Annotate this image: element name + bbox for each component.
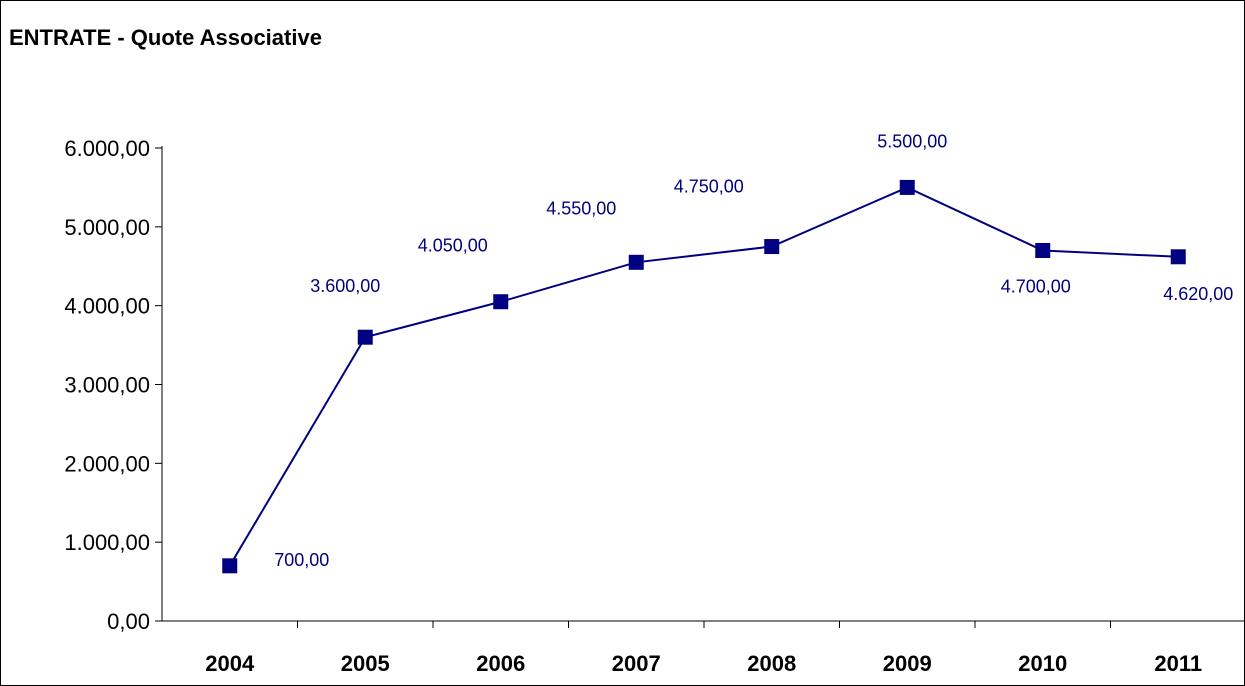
y-tick-label: 5.000,00: [64, 215, 150, 240]
x-tick-label: 2009: [883, 651, 932, 676]
y-tick-label: 0,00: [107, 609, 150, 634]
data-point-marker: [493, 294, 509, 310]
y-tick-label: 6.000,00: [64, 136, 150, 161]
data-point-marker: [222, 558, 238, 574]
chart-title: ENTRATE - Quote Associative: [9, 25, 322, 50]
x-tick-label: 2008: [747, 651, 796, 676]
data-label: 4.550,00: [546, 198, 616, 218]
y-tick-label: 2.000,00: [64, 451, 150, 476]
x-tick-label: 2011: [1154, 651, 1202, 676]
y-tick-label: 4.000,00: [64, 294, 150, 319]
x-tick-label: 2005: [341, 651, 390, 676]
data-point-marker: [764, 239, 780, 255]
data-label: 4.050,00: [418, 236, 488, 256]
data-label: 5.500,00: [877, 131, 947, 151]
data-label: 4.620,00: [1163, 284, 1233, 304]
x-tick-label: 2007: [612, 651, 661, 676]
data-point-marker: [899, 179, 915, 195]
y-tick-label: 3.000,00: [64, 373, 150, 398]
data-point-marker: [1170, 249, 1186, 265]
data-point-marker: [1035, 242, 1051, 258]
data-point-marker: [357, 329, 373, 345]
data-label: 3.600,00: [310, 276, 380, 296]
x-tick-label: 2010: [1018, 651, 1067, 676]
y-tick-label: 1.000,00: [64, 530, 150, 555]
data-label: 700,00: [274, 550, 329, 570]
x-tick-label: 2004: [205, 651, 255, 676]
data-point-marker: [628, 254, 644, 270]
series-line: [228, 186, 1179, 567]
x-tick-label: 2006: [476, 651, 525, 676]
data-label: 4.750,00: [674, 177, 744, 197]
data-label: 4.700,00: [1001, 276, 1071, 296]
